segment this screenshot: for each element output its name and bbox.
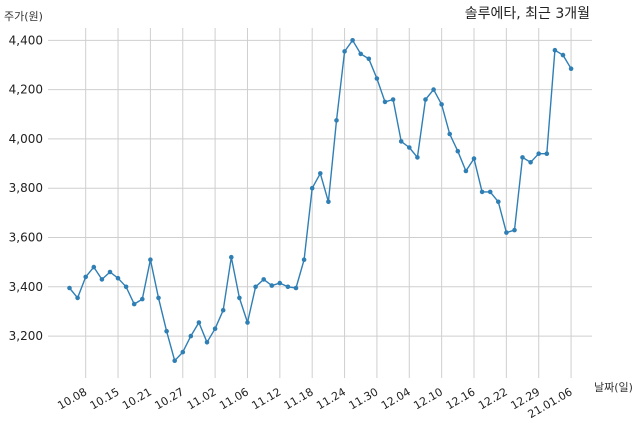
data-point (285, 284, 291, 290)
y-axis-label: 주가(원) (4, 10, 43, 23)
data-point (528, 160, 533, 165)
y-tick-label: 4,200 (9, 83, 43, 97)
data-point (398, 139, 404, 144)
data-point (83, 274, 88, 280)
data-point (164, 328, 169, 334)
axes: 3,200 3,400 3,600 3,800 4,000 4,200 4,400 10.08… (9, 33, 575, 421)
x-tick-label: 10.21 (120, 385, 154, 412)
y-tick-label: 3,800 (9, 181, 43, 195)
data-point (115, 275, 121, 281)
data-point (536, 151, 541, 156)
series-line (68, 39, 572, 362)
data-point (123, 284, 129, 290)
data-point (560, 52, 566, 58)
data-point (204, 340, 210, 345)
x-tick-label: 10.15 (88, 385, 122, 412)
data-point (140, 296, 145, 302)
data-point (172, 358, 177, 364)
data-point (253, 284, 258, 290)
data-point (544, 151, 550, 156)
data-point (237, 295, 242, 301)
data-point (318, 171, 323, 176)
x-tick-label: 12.16 (444, 385, 478, 412)
x-tick-label: 11.06 (217, 385, 251, 412)
price-series (67, 38, 574, 364)
data-point (350, 38, 355, 43)
data-point (261, 277, 267, 282)
data-point (487, 189, 493, 195)
data-point (552, 47, 558, 53)
y-tick-label: 3,600 (9, 231, 43, 245)
data-point (188, 333, 194, 339)
x-tick-label: 10.27 (152, 385, 186, 412)
data-point (180, 349, 186, 355)
grid (48, 28, 592, 378)
data-point (374, 76, 380, 81)
x-tick-label: 11.30 (347, 385, 381, 412)
data-point (415, 155, 420, 160)
y-tick-label: 4,400 (9, 33, 43, 47)
data-point (75, 295, 80, 301)
data-point (447, 131, 453, 137)
y-tick-label: 4,000 (9, 132, 43, 146)
data-point (212, 326, 218, 332)
x-axis-label: 날짜(일) (594, 380, 633, 394)
data-point (568, 66, 574, 71)
data-point (107, 269, 113, 275)
data-point (358, 51, 364, 57)
data-point (131, 301, 137, 307)
data-point (67, 285, 72, 291)
data-point (439, 102, 444, 107)
data-point (326, 199, 331, 205)
data-point (423, 97, 428, 102)
x-tick-label: 11.02 (185, 385, 219, 412)
data-point (156, 295, 161, 301)
data-point (479, 189, 485, 195)
data-point (407, 145, 412, 150)
data-point (496, 199, 501, 205)
data-point (512, 227, 517, 233)
x-tick-label: 12.22 (476, 385, 510, 412)
data-point (334, 118, 339, 123)
data-point (196, 320, 202, 325)
data-point (269, 283, 275, 288)
data-point (245, 320, 250, 325)
chart-title: 솔루에타, 최근 3개월 (465, 6, 590, 22)
data-point (471, 156, 477, 161)
y-tick-label: 3,200 (9, 329, 43, 343)
data-point (390, 97, 396, 102)
data-point (366, 56, 372, 62)
data-point (463, 168, 469, 174)
data-point (99, 277, 105, 282)
data-point (455, 148, 461, 154)
data-point (301, 257, 307, 263)
x-tick-label: 11.24 (314, 385, 348, 412)
data-point (293, 285, 299, 291)
data-point (91, 264, 97, 270)
data-point (520, 155, 525, 160)
x-tick-label: 12.04 (379, 385, 413, 412)
x-tick-label: 10.08 (55, 385, 89, 412)
data-point (229, 254, 234, 260)
data-point (220, 307, 226, 313)
y-tick-label: 3,400 (9, 280, 43, 294)
data-point (342, 49, 347, 54)
data-point (382, 99, 388, 105)
data-point (148, 257, 153, 263)
x-tick-label: 11.12 (250, 385, 284, 412)
data-point (309, 185, 315, 191)
data-point (431, 87, 436, 92)
x-tick-label: 11.18 (282, 385, 316, 412)
data-point (277, 280, 283, 286)
data-point (504, 230, 509, 235)
x-tick-label: 12.10 (411, 385, 445, 412)
